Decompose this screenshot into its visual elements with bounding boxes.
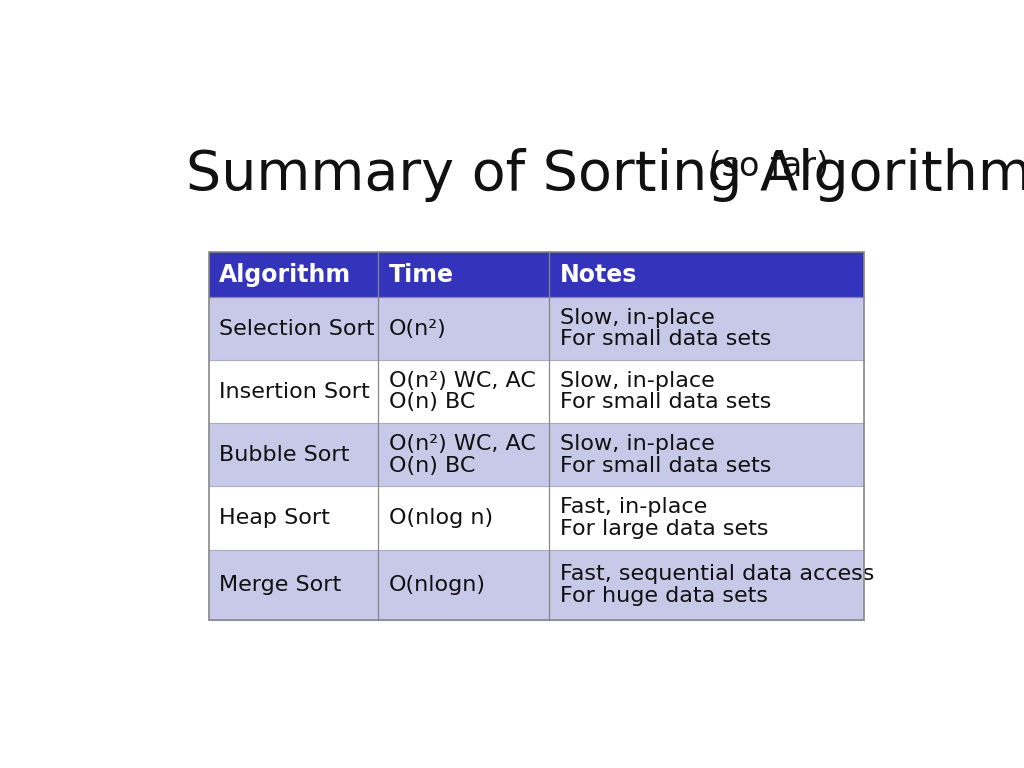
Bar — [209, 253, 864, 297]
Text: Heap Sort: Heap Sort — [219, 508, 330, 528]
Text: For large data sets: For large data sets — [560, 518, 768, 538]
Text: Slow, in-place: Slow, in-place — [560, 308, 715, 328]
Bar — [209, 297, 864, 360]
Text: O(n) BC: O(n) BC — [389, 392, 475, 412]
Text: Bubble Sort: Bubble Sort — [219, 445, 349, 465]
Text: O(n²) WC, AC: O(n²) WC, AC — [389, 371, 536, 391]
Text: O(nlogn): O(nlogn) — [389, 575, 486, 595]
Text: Fast, in-place: Fast, in-place — [560, 497, 707, 517]
Bar — [209, 550, 864, 621]
Text: Selection Sort: Selection Sort — [219, 319, 374, 339]
Text: Notes: Notes — [560, 263, 637, 286]
Text: Algorithm: Algorithm — [219, 263, 351, 286]
Text: For small data sets: For small data sets — [560, 392, 771, 412]
Text: Insertion Sort: Insertion Sort — [219, 382, 370, 402]
Text: O(n) BC: O(n) BC — [389, 455, 475, 475]
Text: O(n²): O(n²) — [389, 319, 446, 339]
Text: Slow, in-place: Slow, in-place — [560, 371, 715, 391]
Text: O(n²) WC, AC: O(n²) WC, AC — [389, 434, 536, 454]
Text: Merge Sort: Merge Sort — [219, 575, 341, 595]
Text: For huge data sets: For huge data sets — [560, 586, 768, 606]
Text: O(nlog n): O(nlog n) — [389, 508, 494, 528]
Text: Time: Time — [389, 263, 455, 286]
Text: For small data sets: For small data sets — [560, 329, 771, 349]
Bar — [209, 423, 864, 486]
Bar — [209, 486, 864, 550]
Text: (so far): (so far) — [697, 150, 828, 183]
Bar — [209, 253, 864, 621]
Text: Summary of Sorting Algorithms: Summary of Sorting Algorithms — [186, 148, 1024, 203]
Text: Slow, in-place: Slow, in-place — [560, 434, 715, 454]
Text: For small data sets: For small data sets — [560, 455, 771, 475]
Bar — [209, 360, 864, 423]
Text: Fast, sequential data access: Fast, sequential data access — [560, 564, 874, 584]
